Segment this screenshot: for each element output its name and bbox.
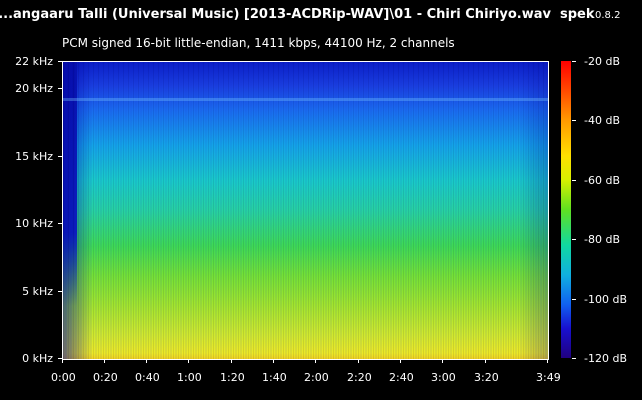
x-tick-label: 1:00 (177, 371, 202, 384)
y-tick-mark (58, 291, 62, 292)
x-tick-label: 2:40 (389, 371, 414, 384)
spectrogram-plot (62, 61, 549, 360)
colorbar-tick-mark (572, 120, 576, 121)
colorbar-tick-mark (572, 239, 576, 240)
y-tick-label: 20 kHz (15, 82, 53, 95)
colorbar-tick-mark (572, 299, 576, 300)
app-name: spek (560, 7, 595, 22)
x-tick-label: 2:20 (347, 371, 372, 384)
colorbar-tick-mark (572, 61, 576, 62)
db-colorbar (561, 61, 571, 358)
x-tick-label: 0:40 (135, 371, 160, 384)
title-bar: ...angaaru Talli (Universal Music) [2013… (0, 7, 642, 27)
x-tick-mark (188, 359, 189, 363)
x-tick-label: 1:40 (262, 371, 287, 384)
spectrogram-band (63, 98, 548, 101)
x-tick-mark (358, 359, 359, 363)
file-title: ...angaaru Talli (Universal Music) [2013… (0, 7, 551, 22)
x-tick-mark (146, 359, 147, 363)
colorbar-label: -80 dB (584, 233, 620, 246)
colorbar-label: -20 dB (584, 55, 620, 68)
colorbar-tick-mark (572, 358, 576, 359)
y-tick-mark (58, 61, 62, 62)
y-tick-label: 22 kHz (15, 55, 53, 68)
colorbar-label: -120 dB (584, 352, 627, 365)
colorbar-label: -40 dB (584, 114, 620, 127)
x-tick-label: 0:00 (51, 371, 76, 384)
colorbar-tick-mark (572, 180, 576, 181)
x-tick-label: 1:20 (220, 371, 245, 384)
x-tick-mark (547, 359, 548, 363)
x-tick-mark (273, 359, 274, 363)
x-tick-mark (485, 359, 486, 363)
y-tick-label: 15 kHz (15, 150, 53, 163)
y-tick-mark (58, 156, 62, 157)
x-tick-mark (62, 359, 63, 363)
app-version: 0.8.2 (595, 10, 621, 21)
audio-format-info: PCM signed 16-bit little-endian, 1411 kb… (62, 36, 455, 50)
x-tick-mark (231, 359, 232, 363)
x-tick-mark (400, 359, 401, 363)
x-tick-label: 3:20 (474, 371, 499, 384)
y-tick-label: 5 kHz (22, 285, 53, 298)
y-tick-mark (58, 88, 62, 89)
y-tick-label: 0 kHz (22, 352, 53, 365)
x-tick-mark (442, 359, 443, 363)
y-tick-mark (58, 223, 62, 224)
x-tick-label: 0:20 (93, 371, 118, 384)
x-tick-mark (315, 359, 316, 363)
colorbar-label: -100 dB (584, 293, 627, 306)
x-tick-label: 3:00 (431, 371, 456, 384)
x-tick-label: 2:00 (304, 371, 329, 384)
x-tick-mark (104, 359, 105, 363)
spectrogram-texture (63, 62, 548, 359)
colorbar-label: -60 dB (584, 174, 620, 187)
y-tick-label: 10 kHz (15, 217, 53, 230)
y-tick-mark (58, 358, 62, 359)
x-tick-label: 3:49 (536, 371, 561, 384)
